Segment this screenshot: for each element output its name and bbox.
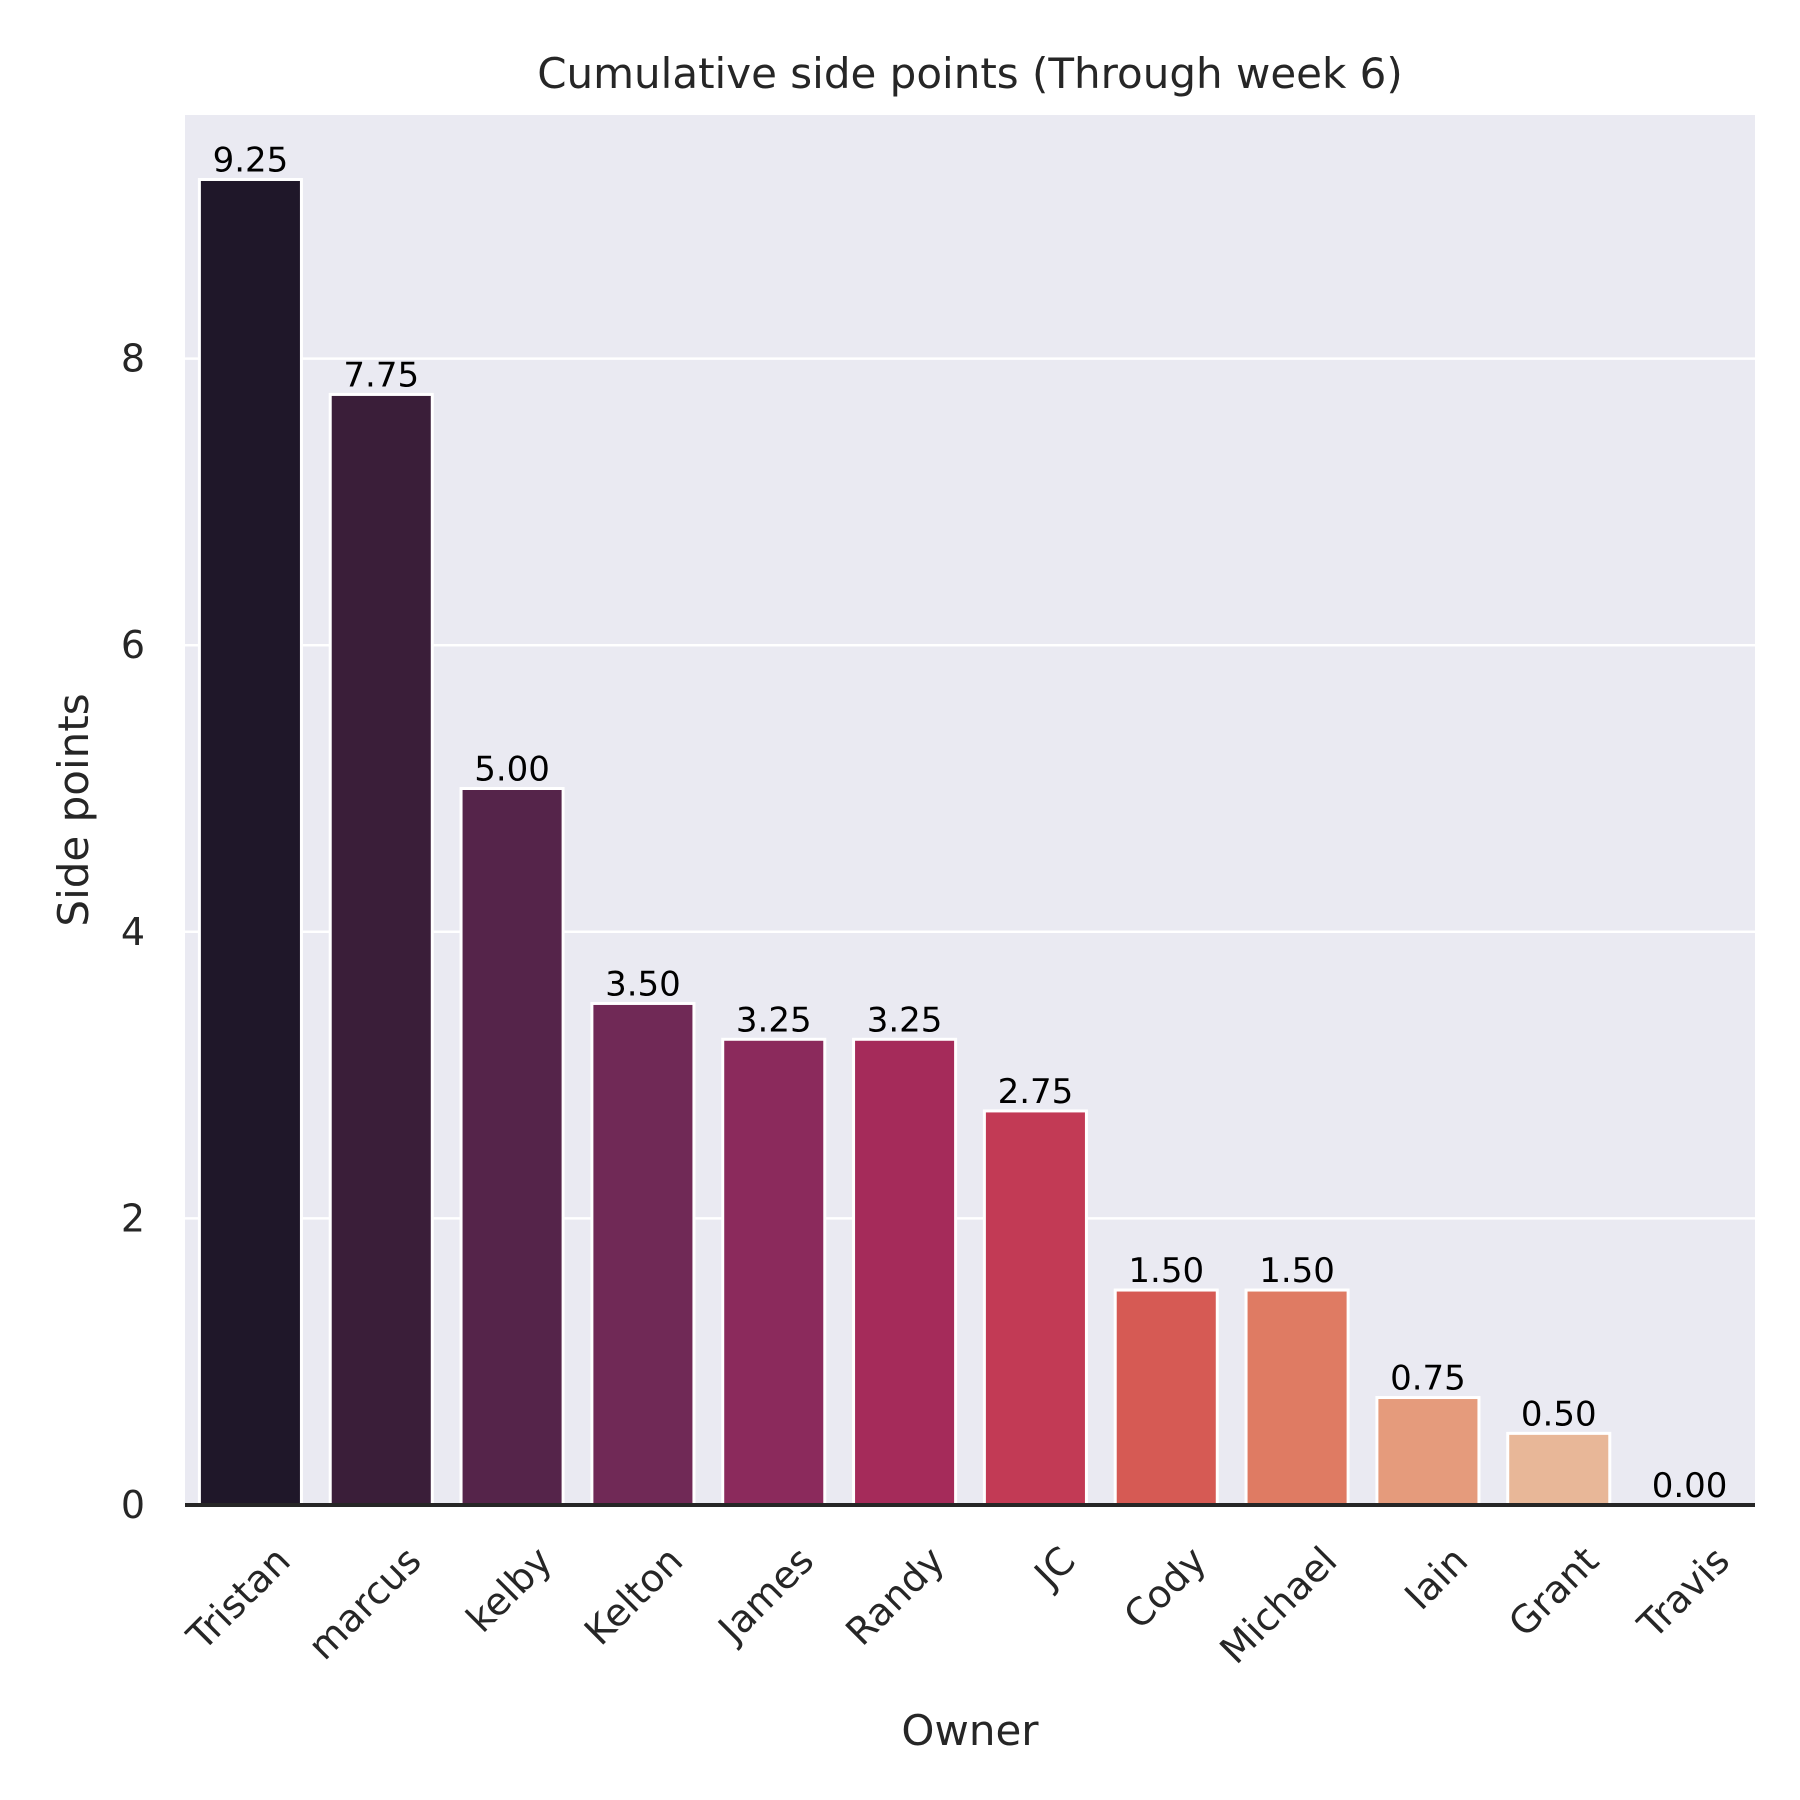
chart-title: Cumulative side points (Through week 6) xyxy=(537,49,1403,98)
x-tick-label: Travis xyxy=(1629,1538,1738,1647)
x-tick-label: kelby xyxy=(458,1538,561,1641)
data-label: 3.50 xyxy=(605,964,681,1004)
data-label: 3.25 xyxy=(867,1000,943,1040)
y-tick-label: 2 xyxy=(121,1196,145,1240)
x-tick-label: Randy xyxy=(837,1538,953,1654)
x-tick-label: James xyxy=(708,1538,822,1652)
data-label: 3.25 xyxy=(736,1000,812,1040)
bar xyxy=(328,392,434,1507)
y-tick-label: 4 xyxy=(121,910,145,954)
bar xyxy=(1113,1288,1219,1507)
data-label: 5.00 xyxy=(474,750,550,790)
data-label: 9.25 xyxy=(213,140,289,180)
x-axis-label: Owner xyxy=(901,1706,1039,1755)
x-tick-label: Michael xyxy=(1211,1538,1345,1672)
bar xyxy=(1506,1431,1612,1507)
y-tick-label: 6 xyxy=(121,623,145,667)
data-label: 0.75 xyxy=(1390,1359,1466,1399)
data-label: 1.50 xyxy=(1259,1251,1335,1291)
x-tick-label: marcus xyxy=(300,1538,430,1668)
x-tick-label: JC xyxy=(1025,1538,1084,1597)
bar xyxy=(852,1037,958,1507)
bar xyxy=(1375,1396,1481,1507)
bar xyxy=(721,1037,827,1507)
plot-background xyxy=(185,115,1755,1505)
data-label: 0.00 xyxy=(1652,1466,1728,1506)
x-tick-label: Grant xyxy=(1500,1538,1607,1645)
data-label: 0.50 xyxy=(1521,1394,1597,1434)
x-tick-label: Iain xyxy=(1396,1538,1476,1618)
data-label: 1.50 xyxy=(1128,1251,1204,1291)
bar xyxy=(982,1109,1088,1507)
bar xyxy=(590,1001,696,1507)
bar xyxy=(459,787,565,1507)
bar xyxy=(197,177,303,1507)
y-tick-label: 0 xyxy=(121,1483,145,1527)
x-tick-label: Kelton xyxy=(576,1538,691,1653)
x-tick-label: Cody xyxy=(1115,1538,1214,1637)
x-tick-label: Tristan xyxy=(178,1538,299,1659)
y-axis-label: Side points xyxy=(49,693,98,926)
data-label: 7.75 xyxy=(343,355,419,395)
y-tick-label: 8 xyxy=(121,337,145,381)
data-label: 2.75 xyxy=(998,1072,1074,1112)
bar xyxy=(1244,1288,1350,1507)
